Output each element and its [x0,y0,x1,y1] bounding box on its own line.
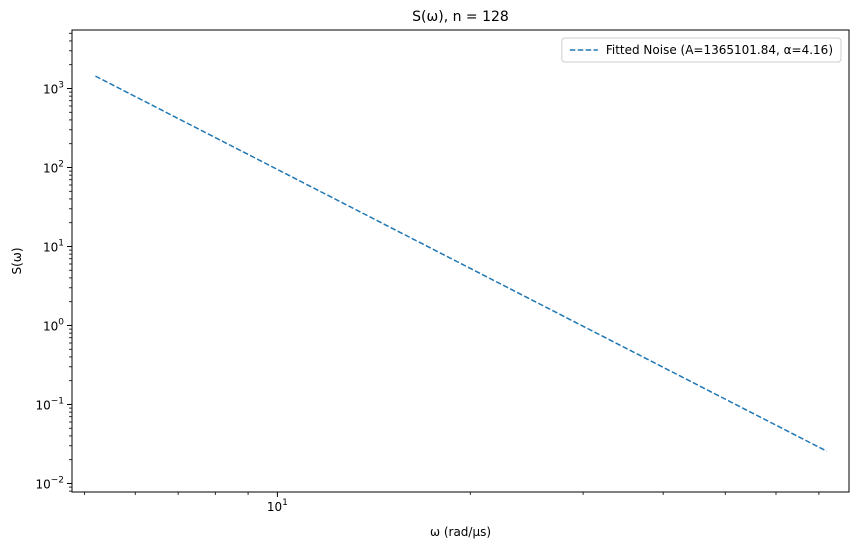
y-tick-label: 102 [43,159,64,175]
y-tick-label: 103 [43,80,64,96]
y-axis-label: S(ω) [10,247,24,274]
plot-frame [71,29,850,493]
y-tick-label: 10−1 [35,396,64,412]
y-axis: 10−2 10−1 100 101 102 103 [35,32,72,492]
x-tick-label: 101 [267,498,288,514]
legend-entry-label: Fitted Noise (A=1365101.84, α=4.16) [606,43,833,57]
x-axis-label: ω (rad/μs) [430,525,491,539]
series-line-fitted-noise [95,75,828,452]
legend-box [561,37,842,63]
y-tick-label: 101 [43,238,64,254]
legend: Fitted Noise (A=1365101.84, α=4.16) [561,37,842,63]
y-tick-label: 100 [43,317,64,333]
chart-title: S(ω), n = 128 [412,9,509,25]
x-axis: 101 [84,492,820,514]
y-tick-label: 10−2 [35,475,64,491]
